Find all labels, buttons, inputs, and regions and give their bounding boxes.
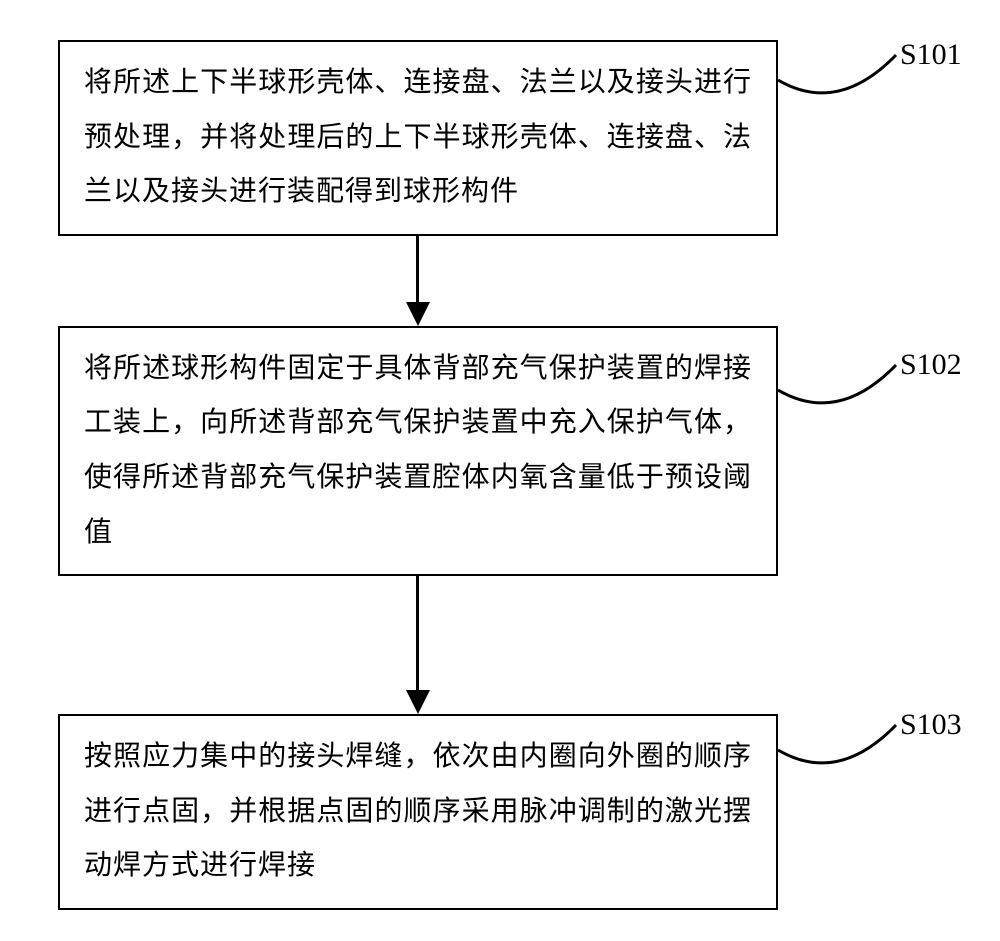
flow-step-3-text: 按照应力集中的接头焊缝，依次由内圈向外圈的顺序进行点固，并根据点固的顺序采用脉冲…	[84, 730, 752, 894]
flow-step-1: 将所述上下半球形壳体、连接盘、法兰以及接头进行预处理，并将处理后的上下半球形壳体…	[58, 40, 778, 236]
step-label-1: S101	[900, 38, 962, 72]
flow-step-3: 按照应力集中的接头焊缝，依次由内圈向外圈的顺序进行点固，并根据点固的顺序采用脉冲…	[58, 714, 778, 910]
arrow-head-2	[406, 690, 430, 714]
connector-1	[416, 236, 419, 304]
flow-step-1-text: 将所述上下半球形壳体、连接盘、法兰以及接头进行预处理，并将处理后的上下半球形壳体…	[84, 56, 752, 220]
arrow-head-1	[406, 302, 430, 326]
flow-step-2-text: 将所述球形构件固定于具体背部充气保护装置的焊接工装上，向所述背部充气保护装置中充…	[84, 342, 752, 560]
flowchart-container: 将所述上下半球形壳体、连接盘、法兰以及接头进行预处理，并将处理后的上下半球形壳体…	[0, 0, 1000, 941]
connector-2	[416, 576, 419, 692]
label-curve-1	[778, 40, 908, 120]
step-label-2: S102	[900, 348, 962, 382]
flow-step-2: 将所述球形构件固定于具体背部充气保护装置的焊接工装上，向所述背部充气保护装置中充…	[58, 326, 778, 576]
step-label-3: S103	[900, 708, 962, 742]
label-curve-3	[778, 710, 908, 790]
label-curve-2	[778, 350, 908, 430]
